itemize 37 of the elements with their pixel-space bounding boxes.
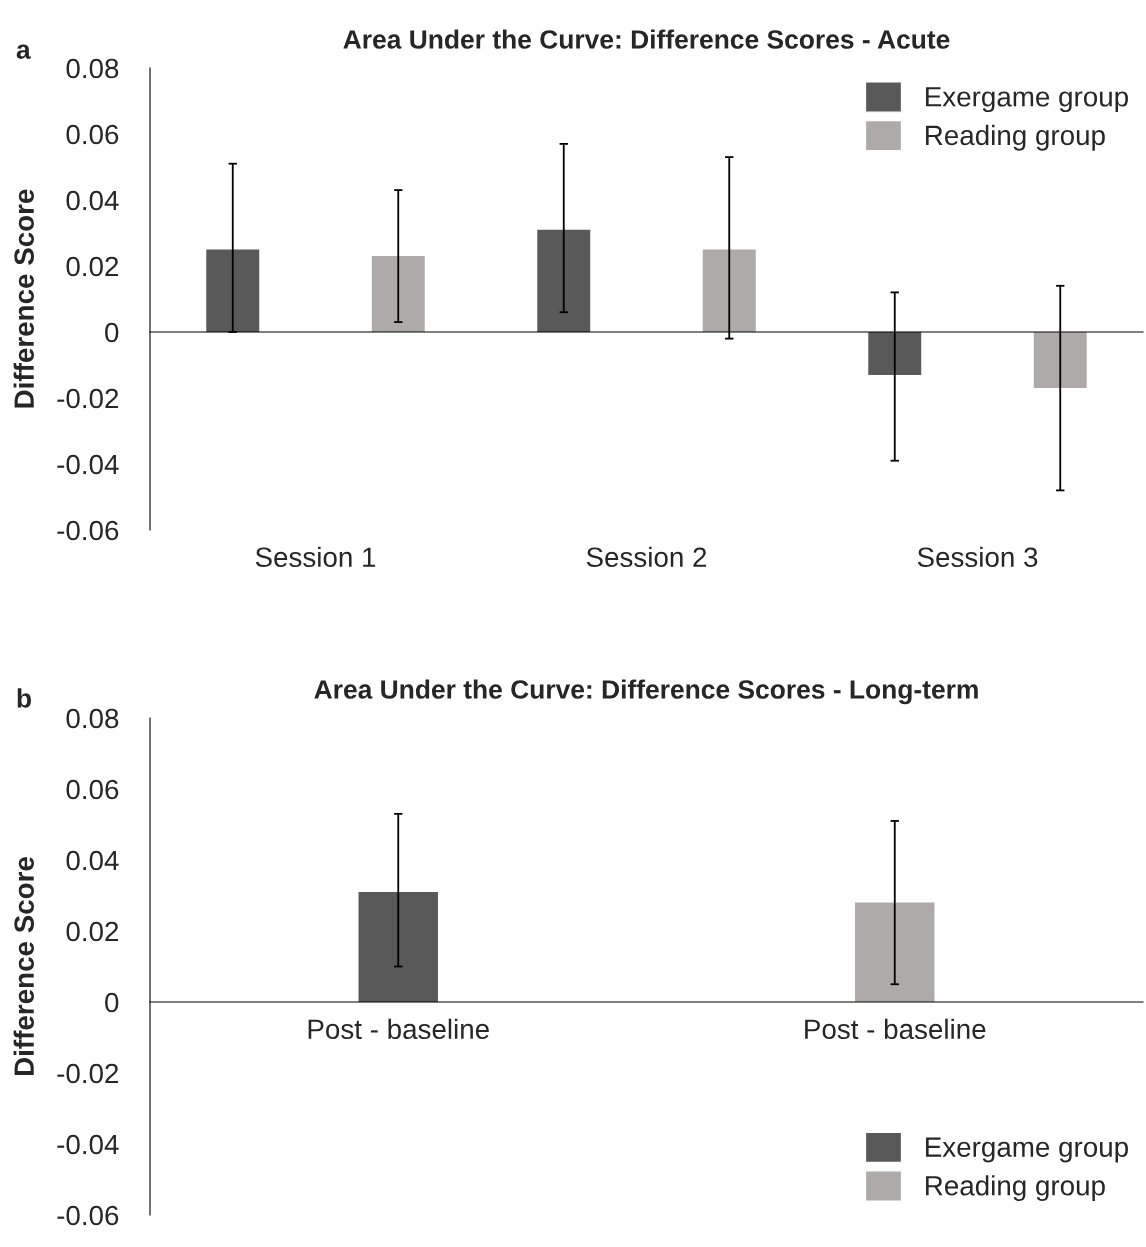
y-tick-label: 0.08 <box>66 708 119 729</box>
y-tick-label: 0.02 <box>66 256 119 277</box>
y-tick-label: 0 <box>105 322 119 343</box>
x-tick-label: Session 2 <box>586 546 707 568</box>
y-tick-label: 0.04 <box>66 190 119 211</box>
y-axis-title: Difference Score <box>13 857 34 1076</box>
x-tick-label: Post - baseline <box>308 1018 489 1040</box>
bar <box>702 249 756 332</box>
y-tick-label: 0.08 <box>66 58 119 79</box>
bar <box>206 249 260 332</box>
y-tick-label: 0.04 <box>66 850 119 871</box>
bar <box>868 332 922 375</box>
y-axis-title: Difference Score <box>13 189 34 408</box>
x-tick-label: Session 3 <box>917 546 1038 568</box>
y-tick-label: 0.06 <box>66 124 119 145</box>
chart-title: Area Under the Curve: Difference Scores - Long-term <box>314 679 978 705</box>
y-tick-label: -0.04 <box>57 1134 119 1155</box>
y-tick-label: 0.06 <box>66 779 119 800</box>
y-tick-label: 0.02 <box>66 921 119 942</box>
legend-label: Reading group <box>926 1175 1105 1202</box>
bar <box>537 229 591 332</box>
x-tick-label: Session 1 <box>255 546 376 568</box>
y-tick-label: -0.02 <box>57 388 119 409</box>
text: b <box>17 688 31 708</box>
y-tick-label: -0.06 <box>57 520 119 541</box>
chart-title: Area Under the Curve: Difference Scores - Acute <box>343 29 950 49</box>
y-tick-label: -0.04 <box>57 454 119 475</box>
y-tick-label: -0.06 <box>57 1205 119 1226</box>
legend-label: Exergame group <box>926 1137 1128 1163</box>
bar <box>371 256 425 332</box>
x-tick-label: Post - baseline <box>805 1018 986 1040</box>
bar <box>1033 332 1087 389</box>
legend-label: Exergame group <box>926 87 1128 113</box>
y-tick-label: -0.02 <box>57 1063 119 1084</box>
text: a <box>16 44 31 59</box>
legend-label: Reading group <box>926 124 1105 151</box>
y-tick-label: 0 <box>105 992 119 1013</box>
